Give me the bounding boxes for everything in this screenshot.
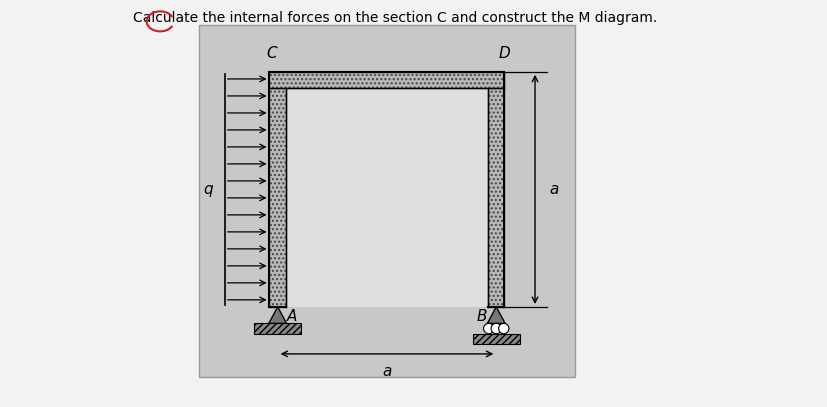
Text: a: a <box>382 365 391 379</box>
Bar <box>269 72 504 88</box>
Circle shape <box>483 323 494 334</box>
Bar <box>269 72 285 307</box>
Text: Calculate the internal forces on the section C and construct the M diagram.: Calculate the internal forces on the sec… <box>133 11 657 25</box>
Text: D: D <box>498 46 509 61</box>
Polygon shape <box>269 307 286 323</box>
Polygon shape <box>487 307 504 323</box>
Bar <box>198 25 574 377</box>
Bar <box>254 323 301 334</box>
Circle shape <box>498 323 509 334</box>
Text: q: q <box>203 182 213 197</box>
Text: a: a <box>548 182 558 197</box>
Bar <box>487 72 504 307</box>
Bar <box>285 88 487 307</box>
Circle shape <box>490 323 501 334</box>
Text: C: C <box>266 46 277 61</box>
Text: B: B <box>476 309 486 324</box>
Text: A: A <box>287 309 297 324</box>
Bar <box>472 334 519 344</box>
